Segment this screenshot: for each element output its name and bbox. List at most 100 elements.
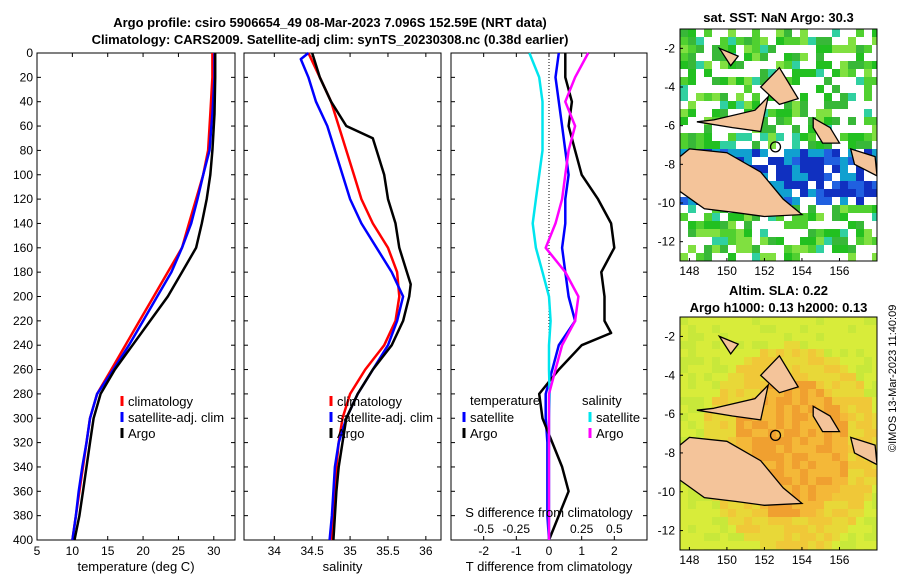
map-cell	[752, 245, 760, 253]
map-cell	[824, 445, 832, 453]
map-cell	[704, 533, 712, 541]
legend-t-satellite-label: satellite	[470, 410, 514, 425]
map-cell	[816, 237, 824, 245]
lat-tick-label: -4	[664, 368, 675, 382]
map-cell	[728, 237, 736, 245]
map-cell	[688, 69, 696, 77]
map-cell	[728, 389, 736, 397]
map-cell	[768, 45, 776, 53]
map-cell	[792, 53, 800, 61]
map-cell	[816, 349, 824, 357]
map-cell	[720, 509, 728, 517]
map-cell	[776, 445, 784, 453]
map-cell	[856, 413, 864, 421]
map-cell	[840, 189, 848, 197]
map-cell	[752, 373, 760, 381]
map-cell	[784, 389, 792, 397]
figure-title-line1: Argo profile: csiro 5906654_49 08-Mar-20…	[113, 15, 547, 30]
map-cell	[736, 61, 744, 69]
map-cell	[800, 93, 808, 101]
map-cell	[784, 333, 792, 341]
map-cell	[760, 125, 768, 133]
map-cell	[800, 29, 808, 37]
map-cell	[768, 445, 776, 453]
map-cell	[832, 413, 840, 421]
map-cell	[816, 485, 824, 493]
depth-tick-label: 100	[13, 168, 33, 182]
map-cell	[744, 101, 752, 109]
map-cell	[712, 213, 720, 221]
map-cell	[696, 141, 704, 149]
map-cell	[824, 389, 832, 397]
map-cell	[792, 181, 800, 189]
map-cell	[840, 93, 848, 101]
map-cell	[856, 381, 864, 389]
map-cell	[824, 405, 832, 413]
temperature-line-2	[73, 53, 217, 541]
map-cell	[816, 493, 824, 501]
map-cell	[768, 141, 776, 149]
map-cell	[824, 349, 832, 357]
s-tick-label: 0.25	[570, 522, 594, 536]
map-cell	[784, 53, 792, 61]
map-cell	[824, 429, 832, 437]
map-cell	[744, 133, 752, 141]
map-cell	[776, 61, 784, 69]
map-cell	[752, 445, 760, 453]
map-cell	[808, 125, 816, 133]
map-cell	[712, 381, 720, 389]
map-cell	[800, 389, 808, 397]
map-cell	[824, 109, 832, 117]
map-cell	[792, 197, 800, 205]
map-cell	[776, 453, 784, 461]
map-cell	[856, 237, 864, 245]
map-cell	[832, 437, 840, 445]
map-cell	[736, 517, 744, 525]
map-cell	[680, 37, 688, 45]
map-cell	[792, 493, 800, 501]
map-cell	[840, 517, 848, 525]
map-cell	[872, 77, 877, 85]
map-cell	[736, 341, 744, 349]
map-cell	[712, 325, 720, 333]
map-cell	[848, 117, 856, 125]
map-cell	[872, 125, 877, 133]
map-cell	[736, 229, 744, 237]
map-cell	[856, 197, 864, 205]
map-cell	[840, 405, 848, 413]
map-cell	[816, 429, 824, 437]
map-cell	[696, 429, 704, 437]
s-tick-label: -0.25	[503, 522, 531, 536]
land-mass	[717, 335, 740, 356]
map-cell	[824, 397, 832, 405]
map-cell	[864, 405, 872, 413]
map-cell	[816, 245, 824, 253]
map-cell	[832, 149, 840, 157]
map-cell	[808, 165, 816, 173]
map-cell	[696, 61, 704, 69]
map-cell	[808, 405, 816, 413]
map-cell	[704, 373, 712, 381]
map-cell	[792, 429, 800, 437]
map-cell	[856, 453, 864, 461]
map-cell	[824, 373, 832, 381]
map-cell	[840, 437, 848, 445]
map-cell	[768, 109, 776, 117]
map-cell	[792, 437, 800, 445]
map-cell	[736, 501, 744, 509]
lat-tick-label: -8	[664, 446, 675, 460]
map-cell	[696, 45, 704, 53]
map-cell	[792, 357, 800, 365]
map-cell	[728, 413, 736, 421]
map-cell	[864, 421, 872, 429]
map-cell	[824, 61, 832, 69]
map-cell	[864, 389, 872, 397]
map-cell	[688, 349, 696, 357]
map-cell	[832, 85, 840, 93]
map-cell	[792, 541, 800, 549]
map-cell	[736, 37, 744, 45]
map-cell	[808, 477, 816, 485]
map-cell	[696, 229, 704, 237]
map-cell	[752, 53, 760, 61]
land-mass	[696, 94, 770, 133]
